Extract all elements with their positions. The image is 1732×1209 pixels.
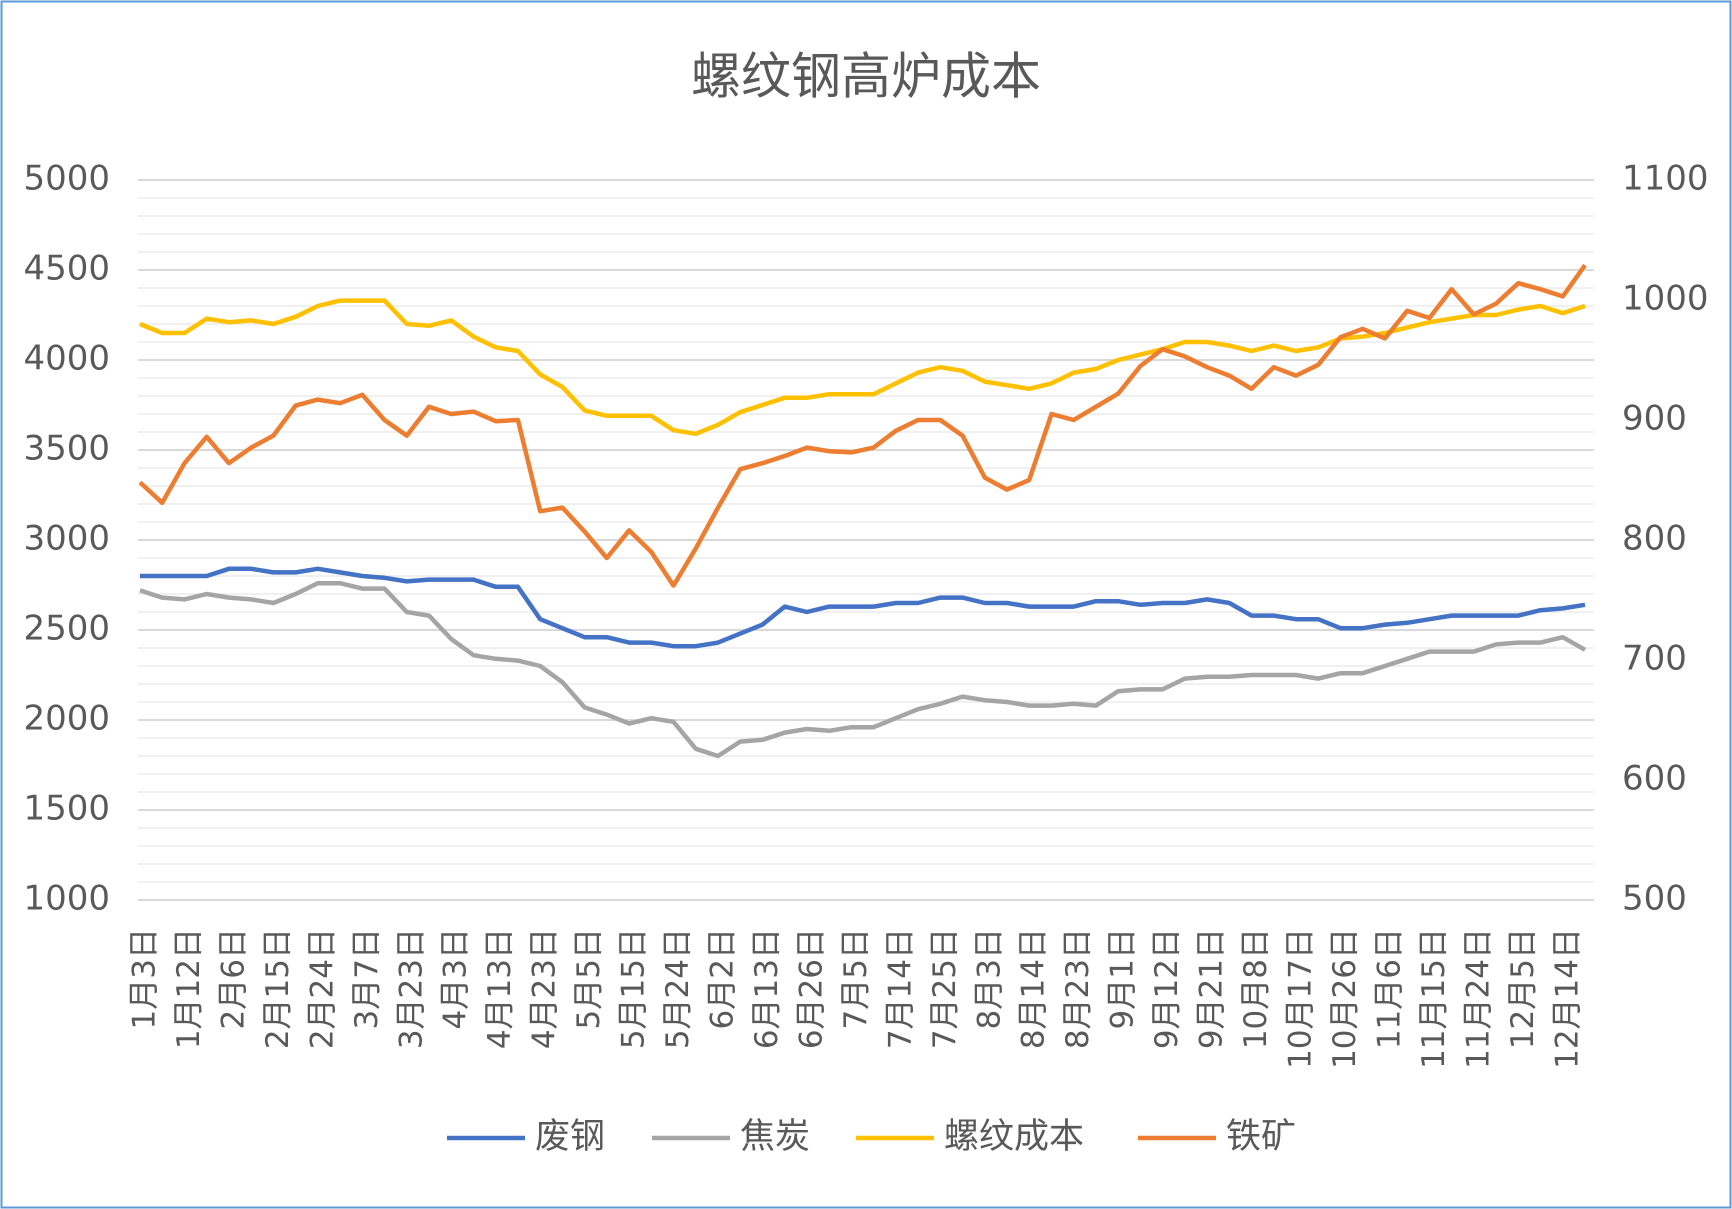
x-tick-label: 7月25日 (927, 928, 963, 1049)
y2-tick-label: 1100 (1622, 159, 1709, 199)
x-tick-label: 5月15日 (616, 928, 652, 1049)
series-line (138, 263, 1587, 588)
x-tick-label: 4月23日 (527, 928, 563, 1049)
legend-label: 螺纹成本 (944, 1117, 1084, 1157)
x-tick-label: 7月14日 (882, 928, 918, 1049)
chart-title: 螺纹钢高炉成本 (691, 48, 1041, 106)
x-tick-label: 3月7日 (349, 928, 385, 1029)
x-tick-label: 4月3日 (438, 928, 474, 1029)
x-tick-label: 5月24日 (660, 928, 696, 1049)
y2-tick-label: 700 (1622, 639, 1687, 679)
y-tick-label: 1500 (23, 789, 110, 829)
legend-label: 铁矿 (1226, 1117, 1296, 1157)
y-tick-label: 3500 (23, 429, 110, 469)
y2-tick-label: 800 (1622, 519, 1687, 559)
legend-label: 废钢 (535, 1117, 605, 1157)
y2-tick-label: 500 (1622, 879, 1687, 919)
series-line (139, 580, 1587, 759)
x-tick-label: 2月6日 (215, 928, 251, 1029)
x-tick-label: 8月14日 (1016, 928, 1052, 1049)
series-line (140, 566, 1586, 649)
x-tick-label: 10月8日 (1238, 928, 1274, 1049)
y-tick-label: 2500 (23, 609, 110, 649)
x-tick-label: 1月12日 (171, 928, 207, 1049)
x-tick-label: 1月3日 (127, 928, 163, 1029)
x-tick-label: 11月6日 (1371, 928, 1407, 1049)
x-tick-label: 2月15日 (260, 928, 296, 1049)
x-tick-label: 11月24日 (1460, 928, 1496, 1069)
x-tick-label: 6月13日 (749, 928, 785, 1049)
x-tick-label: 8月3日 (971, 928, 1007, 1029)
x-tick-label: 4月13日 (482, 928, 518, 1049)
y-tick-label: 4500 (23, 249, 110, 289)
x-tick-label: 9月12日 (1149, 928, 1185, 1049)
x-tick-label: 2月24日 (304, 928, 340, 1049)
y-tick-label: 2000 (23, 699, 110, 739)
x-tick-label: 10月26日 (1327, 928, 1363, 1069)
x-tick-label: 9月21日 (1194, 928, 1230, 1049)
y2-tick-label: 1000 (1622, 279, 1709, 319)
x-tick-label: 12月5日 (1505, 928, 1541, 1049)
y2-tick-label: 600 (1622, 759, 1687, 799)
x-tick-label: 10月17日 (1283, 928, 1319, 1069)
x-tick-label: 6月2日 (705, 928, 741, 1029)
x-tick-label: 11月15日 (1416, 928, 1452, 1069)
x-tick-label: 12月14日 (1549, 928, 1585, 1069)
x-tick-label: 5月5日 (571, 928, 607, 1029)
y-tick-label: 1000 (23, 879, 110, 919)
x-tick-label: 6月26日 (793, 928, 829, 1049)
x-tick-label: 3月23日 (393, 928, 429, 1049)
y2-tick-label: 900 (1622, 399, 1687, 439)
y-tick-label: 3000 (23, 519, 110, 559)
x-tick-label: 7月5日 (838, 928, 874, 1029)
x-tick-label: 9月1日 (1105, 928, 1141, 1029)
x-tick-label: 8月23日 (1060, 928, 1096, 1049)
legend-label: 焦炭 (740, 1117, 810, 1157)
y-tick-label: 4000 (23, 339, 110, 379)
y-tick-label: 5000 (23, 159, 110, 199)
